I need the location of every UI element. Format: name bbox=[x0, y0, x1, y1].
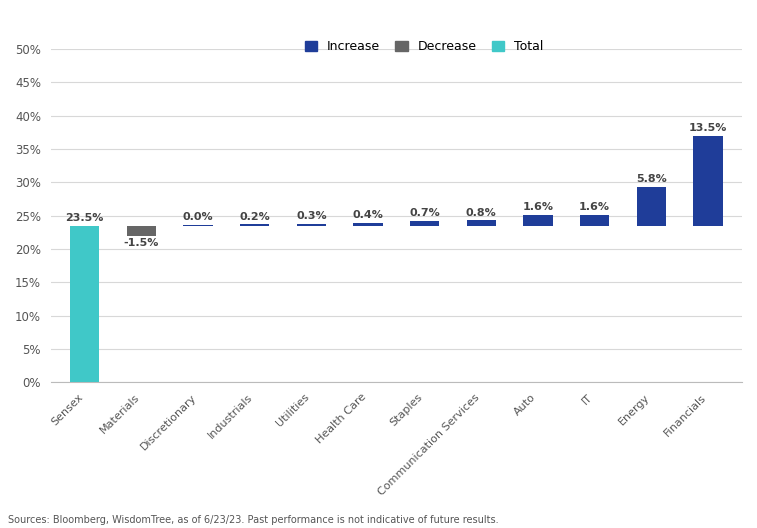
Text: 5.8%: 5.8% bbox=[636, 174, 667, 184]
Bar bbox=[637, 187, 666, 225]
Bar bbox=[126, 225, 156, 235]
Bar bbox=[240, 224, 269, 225]
Bar bbox=[410, 221, 439, 225]
Text: 1.6%: 1.6% bbox=[579, 202, 610, 212]
Bar bbox=[580, 215, 609, 225]
Bar bbox=[70, 225, 99, 382]
Bar bbox=[297, 224, 326, 225]
Bar bbox=[466, 220, 496, 225]
Bar bbox=[354, 223, 383, 225]
Text: -1.5%: -1.5% bbox=[123, 238, 159, 248]
Text: 0.2%: 0.2% bbox=[239, 212, 270, 222]
Text: 0.7%: 0.7% bbox=[410, 209, 440, 219]
Text: 0.8%: 0.8% bbox=[466, 208, 497, 218]
Bar bbox=[523, 215, 553, 225]
Text: 23.5%: 23.5% bbox=[66, 213, 104, 223]
Text: 0.0%: 0.0% bbox=[182, 212, 213, 222]
Text: 0.4%: 0.4% bbox=[353, 210, 384, 220]
Text: Sources: Bloomberg, WisdomTree, as of 6/23/23. Past performance is not indicativ: Sources: Bloomberg, WisdomTree, as of 6/… bbox=[8, 515, 498, 525]
Text: 1.6%: 1.6% bbox=[522, 202, 553, 212]
Legend: Increase, Decrease, Total: Increase, Decrease, Total bbox=[300, 35, 549, 58]
Text: 13.5%: 13.5% bbox=[689, 123, 727, 133]
Bar bbox=[693, 136, 723, 225]
Text: 0.3%: 0.3% bbox=[296, 211, 327, 221]
